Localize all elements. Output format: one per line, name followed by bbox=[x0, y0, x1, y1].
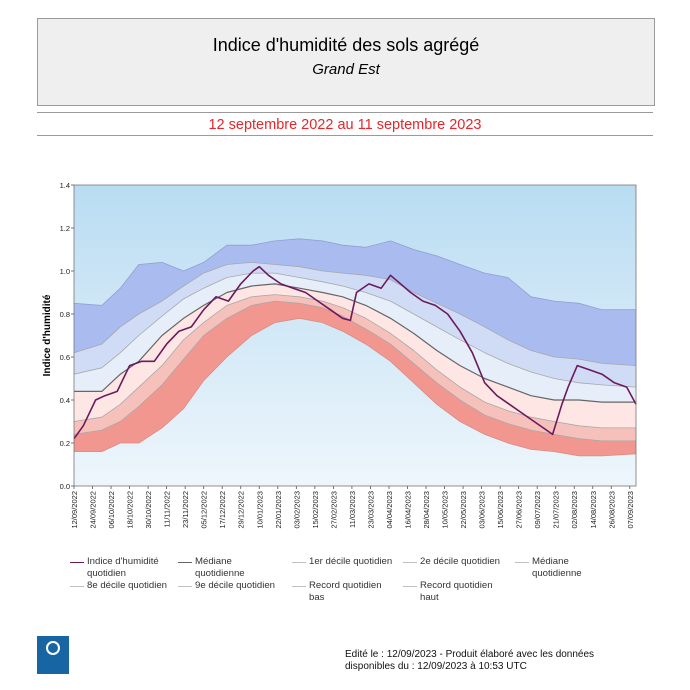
x-tick-label: 06/10/2022 bbox=[107, 491, 116, 529]
x-tick-label: 11/03/2023 bbox=[348, 491, 357, 528]
x-tick-label: 15/02/2023 bbox=[311, 491, 320, 529]
chart-subtitle: Grand Est bbox=[312, 61, 380, 78]
line-decile-2 bbox=[73, 294, 636, 429]
x-tick-label: 10/05/2023 bbox=[441, 491, 450, 529]
legend-swatch bbox=[403, 586, 417, 587]
band-median-to-d2 bbox=[74, 283, 636, 428]
footer-line-2: disponibles du : 12/09/2023 à 10:53 UTC bbox=[345, 661, 527, 672]
divider-top bbox=[37, 112, 653, 113]
line-humidity-index bbox=[73, 265, 637, 440]
legend-swatch bbox=[178, 562, 192, 563]
x-tick-label: 30/10/2022 bbox=[144, 491, 153, 529]
x-tick-label: 22/01/2023 bbox=[274, 491, 283, 529]
x-tick-label: 21/07/2023 bbox=[552, 491, 561, 529]
meteo-france-logo bbox=[37, 636, 69, 674]
band-d9-to-d8 bbox=[74, 262, 636, 388]
x-tick-label: 26/08/2023 bbox=[607, 491, 616, 529]
x-tick-label: 23/11/2022 bbox=[181, 491, 190, 528]
legend-label: Médiane quotidienne bbox=[195, 556, 245, 579]
y-tick-label: 0.2 bbox=[60, 439, 70, 448]
divider-bottom bbox=[37, 135, 653, 136]
x-tick-label: 05/12/2022 bbox=[200, 491, 209, 529]
x-tick-label: 23/03/2023 bbox=[366, 491, 375, 529]
x-tick-label: 10/01/2023 bbox=[255, 491, 264, 529]
x-tick-label: 03/02/2023 bbox=[292, 491, 301, 529]
footer-line-1: Edité le : 12/09/2023 - Produit élaboré … bbox=[345, 649, 595, 660]
legend-swatch bbox=[292, 586, 306, 587]
legend-swatch bbox=[292, 562, 306, 563]
line-record-low bbox=[74, 317, 637, 457]
y-tick-label: 0.4 bbox=[60, 396, 70, 405]
meteo-france-logo-mark bbox=[46, 641, 60, 655]
legend-item: Record quotidien bas bbox=[292, 580, 396, 604]
legend-swatch bbox=[403, 562, 417, 563]
band-d8-to-median bbox=[74, 273, 636, 403]
x-tick-label: 22/05/2023 bbox=[459, 491, 468, 529]
x-tick-label: 07/09/2023 bbox=[626, 491, 635, 529]
legend-swatch bbox=[178, 586, 192, 587]
x-tick-label: 29/12/2022 bbox=[237, 491, 246, 529]
line-decile-8 bbox=[73, 272, 637, 388]
footer: Edité le : 12/09/2023 - Produit élaboré … bbox=[345, 649, 645, 673]
line-decile-9 bbox=[73, 262, 637, 366]
legend-label: 9e décile quotidien bbox=[195, 580, 276, 591]
x-tick-label: 15/06/2023 bbox=[496, 491, 505, 529]
y-tick-label: 0.8 bbox=[60, 310, 70, 319]
legend-item: 1er décile quotidien bbox=[292, 556, 396, 568]
legend-label: Record quotidien bas bbox=[309, 580, 382, 603]
legend-label: Record quotidien haut bbox=[420, 580, 493, 603]
x-tick-label: 18/10/2022 bbox=[126, 491, 135, 529]
y-tick-label: 1.2 bbox=[60, 224, 70, 233]
line-record-high bbox=[73, 238, 636, 311]
x-tick-label: 09/07/2023 bbox=[533, 491, 542, 529]
legend-label: 1er décile quotidien bbox=[309, 556, 393, 567]
x-tick-label: 27/06/2023 bbox=[515, 491, 524, 529]
legend-item: Médiane quotidienne bbox=[515, 556, 615, 580]
y-tick-label: 1.0 bbox=[60, 267, 70, 276]
line-median bbox=[74, 283, 636, 403]
chart-title: Indice d'humidité des sols agrégé bbox=[212, 35, 480, 55]
legend-item: 8e décile quotidien bbox=[70, 580, 174, 592]
legend-item: Indice d'humidité quotidien bbox=[70, 556, 174, 580]
legend-label: 2e décile quotidien bbox=[420, 556, 501, 567]
line-decile-1 bbox=[73, 300, 636, 442]
chart: 0.0 0.2 0.4 0.6 0.8 1.0 1.2 1.4 12/09/2022 24/09/… bbox=[42, 181, 637, 529]
legend-item: Record quotidien haut bbox=[403, 580, 507, 604]
x-tick-label: 03/06/2023 bbox=[478, 491, 487, 529]
legend-item: 2e décile quotidien bbox=[403, 556, 507, 568]
legend-item: Médiane quotidienne bbox=[178, 556, 282, 580]
x-tick-label: 12/09/2022 bbox=[70, 491, 79, 529]
x-tick-label: 27/02/2023 bbox=[329, 491, 338, 529]
legend-swatch bbox=[70, 562, 84, 563]
legend-swatch bbox=[515, 562, 529, 563]
legend-item: 9e décile quotidien bbox=[178, 580, 282, 592]
band-d1-to-record-low bbox=[74, 301, 636, 456]
header-box: Indice d'humidité des sols agrégé Grand … bbox=[37, 18, 655, 106]
x-tick-label: 24/09/2022 bbox=[89, 491, 98, 529]
band-record-high-to-d9 bbox=[74, 238, 636, 366]
y-tick-label: 0.0 bbox=[60, 482, 70, 491]
legend-label: Indice d'humidité quotidien bbox=[87, 556, 159, 579]
x-tick-label: 28/04/2023 bbox=[422, 491, 431, 529]
y-tick-label: 0.6 bbox=[60, 353, 70, 362]
x-tick-label: 04/04/2023 bbox=[385, 491, 394, 529]
plot-frame bbox=[73, 184, 637, 487]
x-tick-label: 16/04/2023 bbox=[403, 491, 412, 529]
legend-label: 8e décile quotidien bbox=[87, 580, 168, 591]
x-tick-label: 11/11/2022 bbox=[163, 491, 172, 527]
x-tick-label: 02/08/2023 bbox=[570, 491, 579, 529]
y-tick-label: 1.4 bbox=[60, 181, 70, 190]
period-label: 12 septembre 2022 au 11 septembre 2023 bbox=[208, 117, 482, 133]
x-tick-label: 17/12/2022 bbox=[218, 491, 227, 529]
legend-swatch bbox=[70, 586, 84, 587]
x-tick-label: 14/08/2023 bbox=[589, 491, 598, 529]
legend-label: Médiane quotidienne bbox=[532, 556, 582, 579]
y-axis-title: Indice d'humidité bbox=[42, 294, 53, 376]
